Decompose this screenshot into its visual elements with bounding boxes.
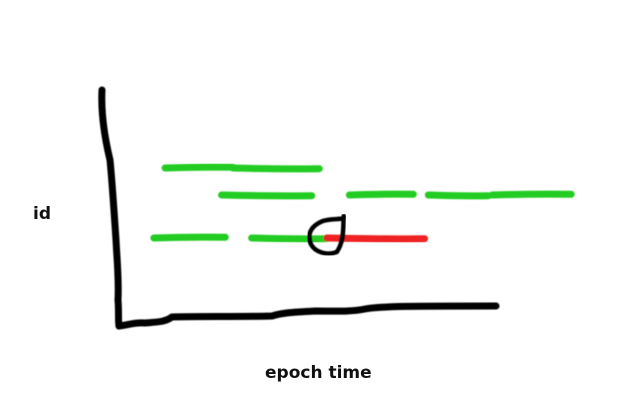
annotations xyxy=(307,213,347,256)
segment-row2-1 xyxy=(218,191,316,200)
segment-row2-3 xyxy=(424,191,492,200)
x-axis-label: epoch time xyxy=(265,363,372,383)
segment-row1-2 xyxy=(229,164,323,173)
y-axis-label: id xyxy=(33,204,51,224)
segment-row1-1 xyxy=(161,163,237,172)
y-axis-line xyxy=(98,86,123,330)
segment-row2-4 xyxy=(488,190,575,199)
segment-row3-1 xyxy=(323,234,429,243)
segment-row3-1 xyxy=(150,233,229,242)
segment-row3-2 xyxy=(248,234,331,243)
series-marks xyxy=(150,163,575,243)
annotation-circle-1 xyxy=(307,213,347,256)
segment-row2-2 xyxy=(345,190,417,199)
x-axis-line xyxy=(115,302,500,330)
axes xyxy=(98,86,500,330)
